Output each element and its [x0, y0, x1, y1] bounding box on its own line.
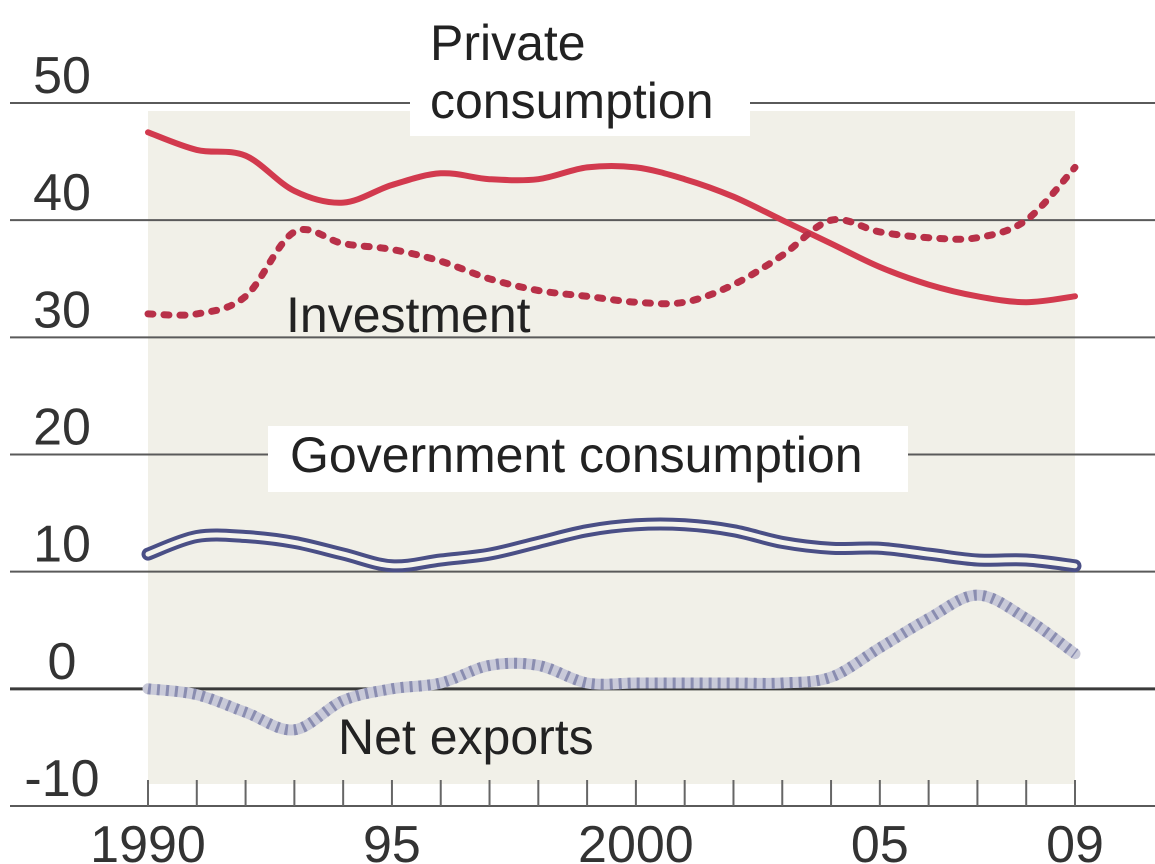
x-tick-label: 09 [1046, 816, 1104, 864]
series-group [141, 129, 1082, 736]
series-label-net-exports: Net exports [338, 709, 594, 765]
y-tick-label: 30 [33, 281, 91, 339]
series-label-investment: Investment [286, 287, 531, 343]
series-label-private-line1: Private [430, 15, 586, 71]
label-backdrop-government [268, 426, 908, 492]
series-line-private [145, 129, 1078, 306]
x-tick-label: 95 [363, 816, 421, 864]
series-line-government-inner [145, 521, 1078, 569]
x-tick-label: 2000 [578, 816, 694, 864]
y-tick-label: 10 [33, 516, 91, 574]
series-label-private-line2: consumption [430, 73, 714, 129]
x-axis: 1990 95 2000 05 09 [90, 780, 1104, 864]
y-tick-label: 0 [48, 633, 77, 691]
y-tick-label: 50 [33, 47, 91, 105]
y-tick-label: 40 [33, 164, 91, 222]
label-backdrop-private [410, 18, 750, 136]
series-line-investment [144, 163, 1079, 319]
x-tick-label: 05 [851, 816, 909, 864]
series-label-government: Government consumption [290, 427, 863, 483]
y-tick-label: -10 [24, 750, 99, 808]
y-tick-label: 20 [33, 399, 91, 457]
series-labels: Private consumption Investment Governmen… [268, 15, 908, 765]
x-tick-label: 1990 [90, 816, 206, 864]
series-line-net_exports-hatch [147, 589, 1079, 736]
y-axis: 50 40 30 20 10 0 -10 [24, 47, 99, 808]
gridlines [10, 102, 1155, 807]
